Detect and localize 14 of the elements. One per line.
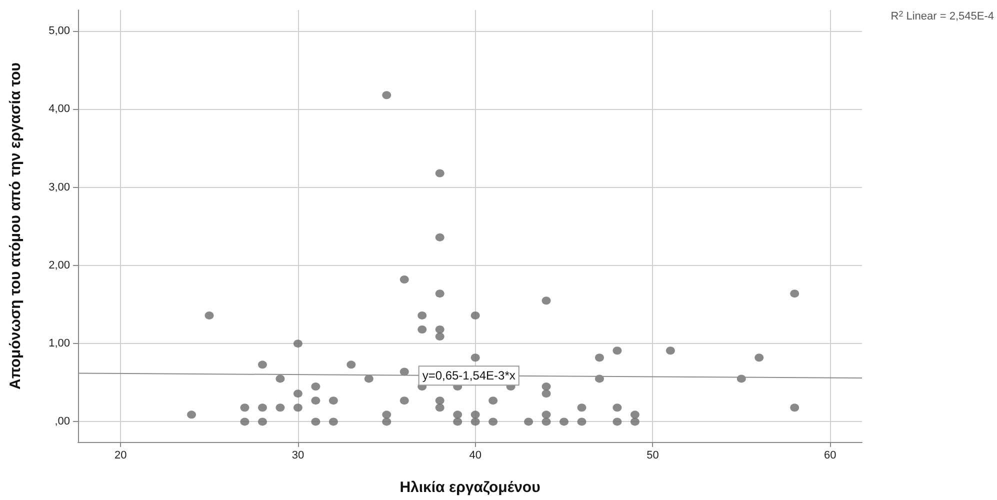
annotation: y=0,65-1,54E-3*x — [422, 368, 516, 383]
x-tick-label: 30 — [292, 450, 304, 462]
x-tick-label: 40 — [469, 450, 482, 462]
y-tick-label: 2,00 — [48, 259, 70, 272]
y-axis-title: Απομόνωση του ατόμου από την εργασία του — [7, 62, 24, 390]
y-tick-label: 5,00 — [48, 25, 70, 38]
x-tick-label: 20 — [114, 450, 127, 462]
y-tick-label: 3,00 — [48, 181, 70, 194]
y-tick-label: ,00 — [54, 416, 70, 428]
x-axis-title: Ηλικία εργαζομένου — [400, 479, 541, 496]
y-tick-label: 1,00 — [48, 338, 70, 350]
x-tick-label: 50 — [646, 450, 659, 462]
x-tick-label: 60 — [824, 450, 836, 462]
y-tick-label: 4,00 — [48, 103, 70, 116]
